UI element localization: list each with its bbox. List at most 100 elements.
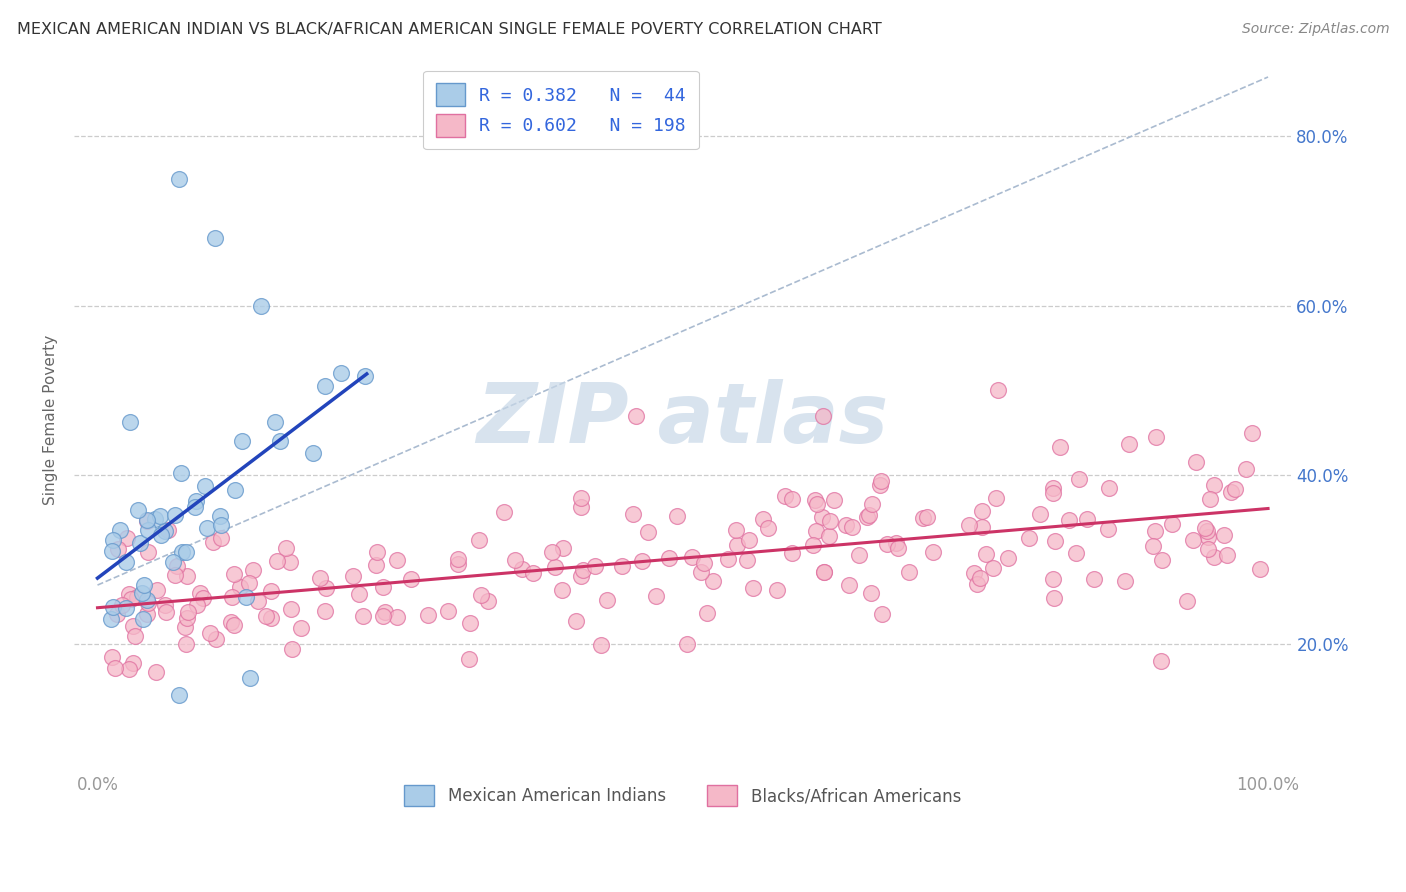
Point xyxy=(200,625,222,640)
Point xyxy=(702,574,724,588)
Point xyxy=(209,532,232,546)
Point xyxy=(470,589,492,603)
Point xyxy=(1144,524,1167,538)
Point xyxy=(135,592,157,607)
Point xyxy=(209,517,232,532)
Point xyxy=(229,580,252,594)
Point xyxy=(1194,521,1216,535)
Point xyxy=(121,619,143,633)
Point xyxy=(135,514,157,528)
Point xyxy=(177,606,200,620)
Point xyxy=(969,571,991,585)
Point xyxy=(260,583,283,598)
Point xyxy=(1142,539,1164,553)
Point xyxy=(735,553,758,567)
Point xyxy=(114,601,136,615)
Point xyxy=(966,576,988,591)
Point xyxy=(1049,440,1071,454)
Point xyxy=(166,558,188,573)
Point xyxy=(806,497,828,511)
Point xyxy=(120,592,142,607)
Point xyxy=(818,514,841,528)
Point xyxy=(724,523,747,537)
Point xyxy=(231,434,253,448)
Point xyxy=(274,541,297,556)
Point xyxy=(107,541,129,556)
Point xyxy=(281,642,304,657)
Point xyxy=(869,478,891,492)
Point xyxy=(963,566,986,580)
Point xyxy=(884,536,907,550)
Point xyxy=(132,612,155,626)
Point xyxy=(371,609,394,624)
Point xyxy=(631,554,654,568)
Point xyxy=(146,583,169,598)
Point xyxy=(1042,481,1064,495)
Point xyxy=(690,565,713,579)
Text: ZIP atlas: ZIP atlas xyxy=(477,379,889,460)
Point xyxy=(976,547,998,561)
Point xyxy=(194,479,217,493)
Point xyxy=(725,538,748,552)
Point xyxy=(221,591,243,605)
Point xyxy=(1185,455,1208,469)
Point xyxy=(1045,533,1067,548)
Point xyxy=(121,657,143,671)
Point xyxy=(437,604,460,618)
Point xyxy=(176,545,198,559)
Point xyxy=(610,558,633,573)
Point xyxy=(149,509,172,524)
Point xyxy=(118,662,141,676)
Legend: Mexican American Indians, Blacks/African Americans: Mexican American Indians, Blacks/African… xyxy=(394,775,972,816)
Point xyxy=(898,566,921,580)
Point xyxy=(756,521,779,535)
Point xyxy=(541,545,564,559)
Point xyxy=(120,415,142,429)
Point xyxy=(780,546,803,560)
Point xyxy=(136,513,159,527)
Point xyxy=(239,671,262,685)
Point xyxy=(696,607,718,621)
Point xyxy=(477,593,499,607)
Point xyxy=(848,549,870,563)
Point xyxy=(817,529,839,543)
Point xyxy=(105,607,128,621)
Point xyxy=(115,555,138,569)
Point xyxy=(1097,522,1119,536)
Point xyxy=(1098,481,1121,495)
Point xyxy=(170,466,193,480)
Point xyxy=(314,604,336,618)
Point xyxy=(124,629,146,643)
Point xyxy=(290,621,312,635)
Point xyxy=(565,614,588,628)
Point xyxy=(1057,513,1080,527)
Point xyxy=(858,508,880,522)
Point xyxy=(876,537,898,551)
Point xyxy=(371,580,394,594)
Point xyxy=(174,637,197,651)
Point xyxy=(1216,548,1239,562)
Point xyxy=(354,369,377,384)
Point xyxy=(209,509,232,524)
Point xyxy=(110,523,132,537)
Point xyxy=(823,493,845,508)
Point xyxy=(115,531,138,545)
Point xyxy=(813,565,835,579)
Point xyxy=(1144,429,1167,443)
Point xyxy=(1197,531,1219,545)
Point xyxy=(184,494,207,508)
Point xyxy=(1181,533,1204,548)
Point xyxy=(205,632,228,646)
Point xyxy=(644,589,666,603)
Point xyxy=(458,652,481,666)
Point xyxy=(1160,516,1182,531)
Point xyxy=(811,509,834,524)
Point xyxy=(569,568,592,582)
Point xyxy=(773,489,796,503)
Point xyxy=(1042,573,1064,587)
Point xyxy=(374,605,396,619)
Point xyxy=(569,491,592,505)
Point xyxy=(125,590,148,604)
Point xyxy=(1175,594,1198,608)
Point xyxy=(264,415,287,429)
